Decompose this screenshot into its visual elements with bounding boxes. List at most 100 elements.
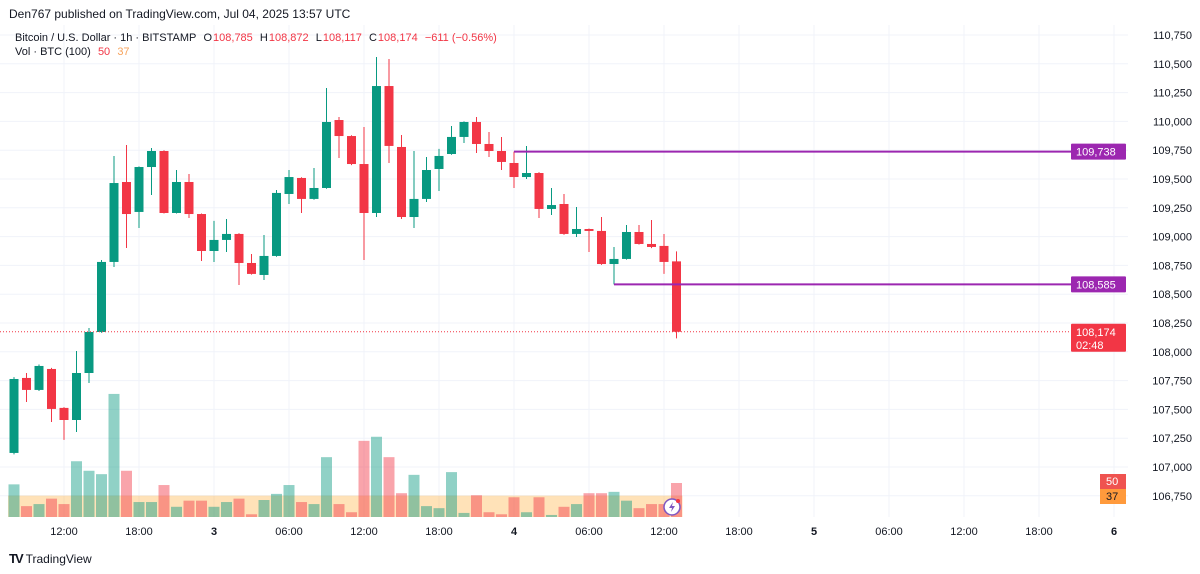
candles: [9, 57, 681, 455]
volume-bar: [83, 470, 95, 517]
volume-bar: [608, 491, 620, 517]
volume-bar: [258, 500, 270, 517]
candle-body: [109, 183, 119, 262]
price-tick-label: 109,000: [1152, 232, 1192, 244]
candle-body: [672, 261, 681, 332]
candle-body: [559, 203, 569, 234]
candle-body: [459, 121, 469, 137]
volume-bar: [133, 502, 145, 517]
volume-bar: [246, 514, 257, 517]
price-tick-label: 108,250: [1152, 318, 1192, 330]
candle-body: [247, 262, 256, 274]
horizontal-levels[interactable]: [0, 150, 1071, 333]
price-tick-label: 110,250: [1153, 88, 1192, 100]
price-tick-label: 110,750: [1153, 30, 1192, 42]
volume-badge-label: 50: [1106, 476, 1118, 488]
candle-body: [122, 181, 131, 215]
candle-body: [634, 231, 644, 244]
volume-bar: [571, 504, 582, 517]
candle-body: [384, 86, 394, 146]
level-price-badge: [1071, 143, 1126, 160]
volume-bar: [33, 504, 45, 517]
volume-bar: [546, 514, 557, 517]
volume-bar: [558, 506, 570, 517]
symbol-title[interactable]: Bitcoin / U.S. Dollar · 1h · BITSTAMP: [15, 32, 197, 44]
candle-body: [347, 136, 356, 165]
time-axis[interactable]: 12:00 18:00 3 06:00 12:00 18:00 4 06:00 12:00 18:…: [50, 526, 1117, 538]
time-tick-label: 18:00: [125, 526, 153, 538]
volume-bar: [633, 508, 645, 517]
candle-body: [647, 243, 656, 247]
volume-bar: [146, 502, 157, 517]
candle-body: [609, 258, 619, 265]
volume-bar: [196, 500, 207, 517]
price-chart[interactable]: 110,750 110,500 110,250 110,000 109,750 109,5…: [0, 0, 1200, 545]
volume-badge: [1100, 474, 1126, 489]
candle-body: [372, 86, 381, 213]
candle-body: [397, 146, 406, 218]
volume-ma-area: [8, 495, 683, 517]
price-tick-label: 108,750: [1152, 260, 1192, 272]
candle-body: [309, 187, 319, 199]
open-label: O: [203, 32, 213, 44]
last-price-label: 108,174: [1076, 327, 1116, 339]
volume-ma-badge: [1100, 489, 1126, 504]
candle-body: [72, 372, 81, 420]
volume-bar: [646, 504, 657, 517]
legend-volume-row: Vol · BTC (100) 50 37: [15, 45, 498, 59]
volume-bar: [621, 500, 632, 517]
volume-bar: [446, 472, 457, 517]
high-value: 108,872: [268, 32, 309, 44]
volume-bar: [483, 512, 495, 517]
lightning-icon[interactable]: [663, 498, 681, 516]
time-tick-label: 12:00: [50, 526, 78, 538]
candle-body: [147, 151, 156, 168]
candle-body: [209, 239, 219, 251]
volume-bar: [58, 504, 70, 517]
price-tick-label: 109,500: [1152, 174, 1192, 186]
time-tick-label: 5: [811, 526, 817, 538]
close-value: 108,174: [377, 32, 418, 44]
candle-body: [659, 245, 669, 262]
candle-body: [509, 162, 519, 178]
price-tick-label: 108,000: [1152, 347, 1192, 359]
volume-bar: [96, 474, 107, 517]
time-tick-label: 12:00: [350, 526, 378, 538]
candle-body: [497, 151, 506, 162]
volume-bar: [46, 498, 57, 517]
level-price-label: 108,585: [1076, 279, 1116, 291]
volume-bar: [471, 495, 482, 517]
tradingview-logo[interactable]: TV TradingView: [9, 551, 92, 566]
price-axis[interactable]: 110,750 110,500 110,250 110,000 109,750 109,5…: [1152, 30, 1192, 503]
time-tick-label: 18:00: [1025, 526, 1053, 538]
candle-body: [572, 228, 581, 234]
volume-bar: [433, 508, 445, 517]
grid: [0, 25, 1128, 517]
candle-body: [284, 177, 294, 194]
price-tick-label: 110,500: [1153, 59, 1192, 71]
candle-body: [134, 167, 144, 212]
close-label: C: [368, 32, 377, 44]
candle-body: [272, 192, 281, 256]
volume-bar: [308, 504, 320, 517]
candle-body: [359, 164, 369, 213]
candle-body: [297, 177, 306, 199]
candle-body: [47, 368, 56, 409]
volume-bar: [421, 506, 432, 517]
candle-body: [9, 378, 19, 453]
volume-bar: [283, 485, 295, 517]
candle-body: [547, 205, 556, 209]
volume-bar: [346, 512, 357, 517]
volume-indicator-title[interactable]: Vol · BTC (100): [15, 46, 91, 58]
high-label: H: [259, 32, 268, 44]
price-tick-label: 107,500: [1152, 404, 1192, 416]
candle-body: [584, 228, 594, 231]
open-value: 108,785: [213, 32, 253, 44]
time-tick-label: 12:00: [950, 526, 978, 538]
candle-body: [434, 155, 444, 169]
volume-bar: [408, 474, 420, 517]
time-tick-label: 4: [511, 526, 518, 538]
candle-body: [59, 407, 69, 420]
price-tick-label: 109,750: [1152, 145, 1192, 157]
volume-bar: [321, 457, 332, 517]
